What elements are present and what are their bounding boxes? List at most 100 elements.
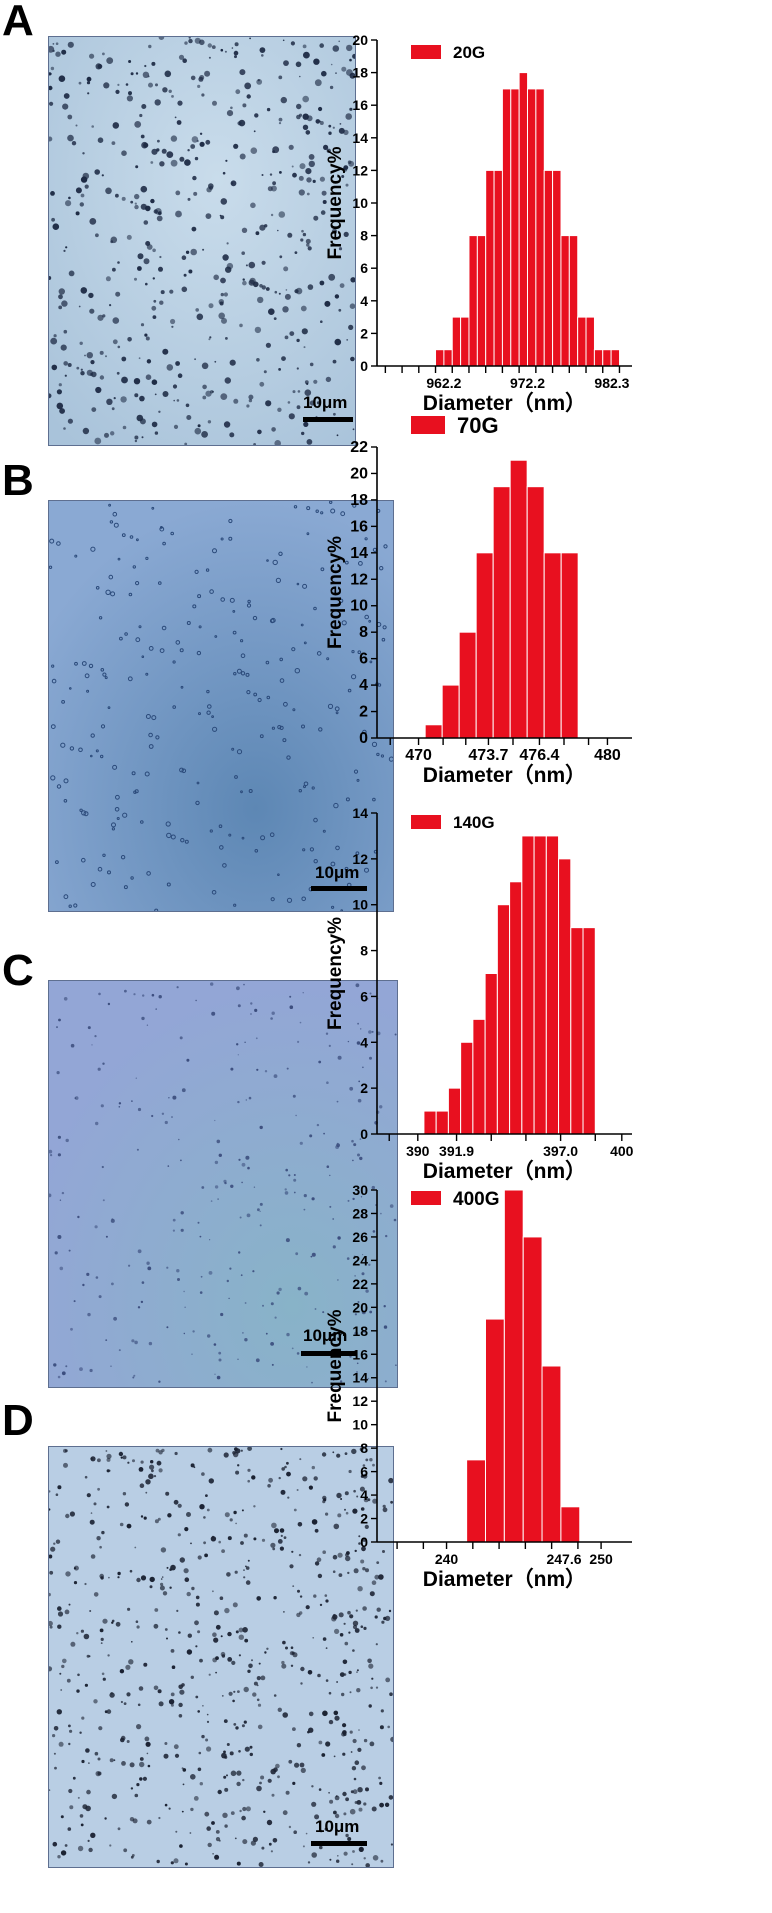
y-tick-label: 18 [350,492,368,509]
legend-swatch [411,815,441,829]
y-axis-label: Frequency% [325,146,346,259]
y-tick-label: 12 [352,162,368,178]
histogram-bar [460,1041,474,1135]
scale-bar [311,1841,367,1846]
micrograph-drawing [49,37,355,445]
histogram-bar [568,235,579,367]
histogram-bar [533,835,547,1135]
micrograph-image: 10μm [48,1446,394,1868]
histogram-bar [476,235,487,367]
y-tick-label: 6 [360,988,368,1004]
y-tick-label: 8 [360,1440,368,1456]
y-tick-label: 18 [352,65,368,81]
histogram-bar [423,1110,437,1135]
histogram-bar [560,552,579,739]
x-tick-label: 473.7 [468,747,508,764]
x-tick-label: 480 [594,747,621,764]
histogram-bar [543,169,554,367]
y-tick-label: 4 [360,293,368,309]
legend-swatch [411,45,441,59]
histogram-chart: 0 2 4 6 8 10 12 14 390 391.9 397.0 400 Diameter（nm） F… [325,805,634,1183]
histogram-bar [447,1087,462,1135]
legend-swatch [411,416,445,434]
y-tick-label: 8 [359,624,368,641]
y-tick-label: 10 [352,195,368,211]
histogram-bar [518,72,529,367]
y-tick-label: 20 [352,32,368,48]
histogram-bar [602,349,612,367]
y-tick-label: 10 [352,897,368,913]
scale-bar [311,886,367,891]
y-tick-label: 12 [352,851,368,867]
legend-label: 70G [457,413,499,438]
histogram-bar [582,927,596,1135]
panel-label: B [2,456,34,505]
y-tick-label: 24 [352,1252,368,1268]
histogram-bar [526,88,537,367]
y-tick-label: 12 [352,1393,368,1409]
y-tick-label: 16 [350,518,368,535]
micrograph-drawing [49,981,397,1387]
y-tick-label: 2 [360,1080,368,1096]
y-tick-label: 14 [352,1370,368,1386]
y-tick-label: 14 [352,805,368,821]
histogram-bar [468,235,478,367]
y-tick-label: 14 [350,545,368,562]
micrograph-drawing [49,1447,393,1867]
histogram-bar [509,881,523,1135]
x-tick-label: 400 [610,1143,634,1159]
y-tick-label: 20 [350,465,368,482]
x-tick-label: 476.4 [519,747,559,764]
y-tick-label: 2 [360,1511,368,1527]
y-tick-label: 22 [350,439,368,456]
y-tick-label: 26 [352,1229,368,1245]
y-tick-label: 28 [352,1205,368,1221]
y-tick-label: 22 [352,1276,368,1292]
histogram-bar [443,349,453,367]
x-tick-label: 391.9 [439,1143,474,1159]
histogram-bar [552,169,562,367]
y-tick-label: 4 [359,677,368,694]
y-tick-label: 8 [360,943,368,959]
y-tick-label: 6 [359,651,368,668]
histogram-bar [543,552,562,739]
histogram-bar [526,486,545,739]
y-tick-label: 20 [352,1299,368,1315]
histogram-bar [535,88,545,367]
scale-bar-label: 10μm [315,1817,360,1836]
y-tick-label: 14 [352,130,368,146]
y-tick-label: 12 [350,571,368,588]
histogram-chart: 0 2 4 6 8 10 12 14 16 18 20 962.2 972.2 982.3 Diameter… [325,32,632,415]
micrograph-image: 10μm [48,980,398,1388]
histogram-bar [484,1318,505,1543]
histogram-bar [585,316,595,367]
scale-bar [303,417,353,422]
histogram-bar [424,724,443,739]
histogram-bar [458,631,477,739]
histogram-bar [435,1110,449,1135]
scale-bar [301,1351,357,1356]
histogram-bar [485,169,495,367]
x-tick-label: 470 [405,747,432,764]
y-tick-label: 0 [360,358,368,374]
y-tick-label: 16 [352,1346,368,1362]
histogram-bar [558,858,572,1135]
histogram-bar [501,88,512,367]
micrograph-drawing [49,501,393,911]
x-tick-label: 250 [589,1551,613,1567]
y-tick-label: 18 [352,1323,368,1339]
histogram-bar [466,1459,486,1543]
micrograph-image: 10μm [48,500,394,912]
panel-label: A [2,0,34,45]
y-axis-label: Frequency% [325,917,346,1030]
legend-label: 20G [453,43,485,62]
histogram-bar [492,486,511,739]
y-tick-label: 0 [360,1126,368,1142]
histogram-bar [541,1365,562,1543]
y-tick-label: 0 [359,730,368,747]
histogram-bar [435,349,445,367]
scale-bar-label: 10μm [303,1326,348,1345]
scale-bar-label: 10μm [303,393,348,412]
histogram-bar [560,235,570,367]
histogram-bar [509,459,528,739]
